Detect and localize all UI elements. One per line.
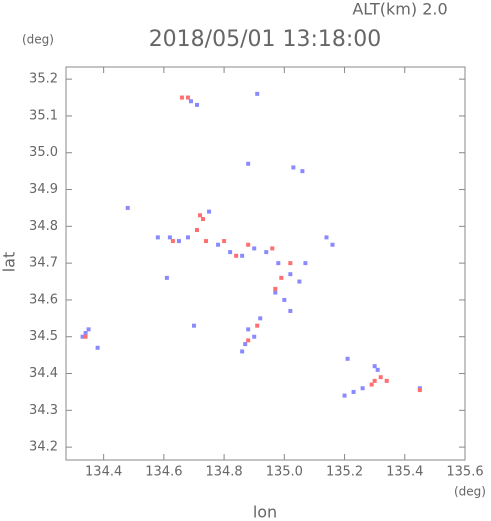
echo-point <box>372 364 377 369</box>
y-unit: (deg) <box>22 33 54 47</box>
echo-point <box>276 261 281 266</box>
echo-point <box>330 242 335 247</box>
echo-point <box>273 286 278 291</box>
y-axis-label: lat <box>0 252 19 273</box>
echo-point <box>240 253 245 258</box>
echo-point <box>207 209 212 214</box>
echo-point <box>194 102 199 107</box>
echo-point <box>288 308 293 313</box>
x-unit: (deg) <box>454 485 486 499</box>
echo-point <box>164 275 169 280</box>
echo-point <box>191 323 196 328</box>
chart-subtitle: ALT(km) 2.0 <box>352 0 447 19</box>
echo-point <box>291 165 296 170</box>
echo-point <box>83 331 88 336</box>
echo-point <box>378 375 383 380</box>
x-axis-label: lon <box>253 503 277 521</box>
echo-point <box>324 235 329 240</box>
echo-point <box>185 235 190 240</box>
echo-point <box>279 275 284 280</box>
echo-point <box>270 246 275 251</box>
echo-point <box>216 242 221 247</box>
echo-point <box>255 323 260 328</box>
echo-point <box>86 327 91 332</box>
echo-point <box>228 250 233 255</box>
echo-point <box>246 327 251 332</box>
echo-point <box>204 239 209 244</box>
echo-point <box>125 205 130 210</box>
echo-point <box>167 235 172 240</box>
y-tick-label: 34.3 <box>29 403 58 418</box>
y-tick-label: 34.5 <box>29 329 58 344</box>
echo-point <box>372 378 377 383</box>
echo-point <box>243 342 248 347</box>
y-tick-label: 34.2 <box>29 440 58 455</box>
y-tick-label: 35.2 <box>29 72 58 87</box>
echo-point <box>246 338 251 343</box>
echo-point <box>375 367 380 372</box>
y-tick-label: 35.0 <box>29 145 58 160</box>
echo-point <box>201 216 206 221</box>
echo-point <box>83 334 88 339</box>
echo-point <box>273 290 278 295</box>
echo-point <box>255 91 260 96</box>
x-tick-label: 135.6 <box>446 465 483 480</box>
echo-point <box>351 389 356 394</box>
echo-point <box>417 388 422 393</box>
echo-point <box>194 228 199 233</box>
echo-point <box>369 382 374 387</box>
echo-point <box>258 316 263 321</box>
echo-point <box>234 253 239 258</box>
echo-point <box>288 261 293 266</box>
echo-point <box>303 261 308 266</box>
echo-point <box>297 279 302 284</box>
echo-point <box>179 95 184 100</box>
echo-point <box>288 272 293 277</box>
x-tick-label: 134.4 <box>85 465 122 480</box>
echo-point <box>282 297 287 302</box>
plot-frame <box>65 66 466 461</box>
echo-point <box>185 95 190 100</box>
echo-point <box>384 378 389 383</box>
echo-point <box>252 246 257 251</box>
x-tick-label: 135.0 <box>266 465 303 480</box>
echo-point <box>80 334 85 339</box>
y-tick-label: 34.7 <box>29 256 58 271</box>
y-tick-label: 34.8 <box>29 219 58 234</box>
echo-point <box>252 334 257 339</box>
y-tick-label: 34.9 <box>29 182 58 197</box>
echo-point <box>246 161 251 166</box>
echo-point <box>240 349 245 354</box>
echo-point <box>222 239 227 244</box>
echo-point <box>360 386 365 391</box>
x-tick-label: 134.8 <box>205 465 242 480</box>
chart-title: 2018/05/01 13:18:00 <box>149 27 382 52</box>
echo-point <box>188 99 193 104</box>
echo-point <box>155 235 160 240</box>
echo-point <box>95 345 100 350</box>
echo-point <box>264 250 269 255</box>
x-tick-label: 135.4 <box>386 465 423 480</box>
y-tick-label: 34.6 <box>29 292 58 307</box>
y-tick-label: 35.1 <box>29 108 58 123</box>
echo-point <box>300 169 305 174</box>
echo-point <box>345 356 350 361</box>
echo-point <box>198 213 203 218</box>
echo-point <box>170 239 175 244</box>
y-tick-label: 34.4 <box>29 366 58 381</box>
echo-point <box>246 242 251 247</box>
echo-point <box>342 393 347 398</box>
x-tick-label: 135.2 <box>326 465 363 480</box>
x-tick-label: 134.6 <box>145 465 182 480</box>
echo-point <box>176 239 181 244</box>
